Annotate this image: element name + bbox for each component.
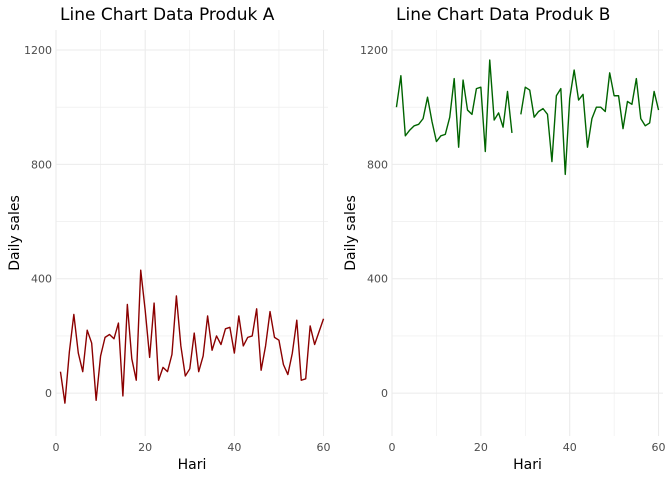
chart-a-y-tick-label: 0 bbox=[45, 387, 52, 400]
chart-b-group: 0 20 40 60 0 400 800 1200 Line Chart Data Produk… bbox=[343, 5, 666, 473]
chart-a-title: Line Chart Data Produk A bbox=[60, 5, 275, 25]
chart-a-group: 0 20 40 60 0 400 800 1200 Line Chart Data Produk… bbox=[7, 5, 331, 473]
chart-b-x-tick-label: 40 bbox=[563, 441, 577, 454]
chart-b-x-tick-label: 0 bbox=[389, 441, 396, 454]
chart-a-x-tick-label: 0 bbox=[53, 441, 60, 454]
chart-b-y-tick-label: 1200 bbox=[360, 44, 388, 57]
chart-b-x-tick-label: 60 bbox=[652, 441, 666, 454]
chart-a-series-line bbox=[59, 269, 325, 404]
chart-a-y-axis-title: Daily sales bbox=[7, 195, 23, 271]
chart-a-x-tick-label: 40 bbox=[227, 441, 241, 454]
chart-b-title: Line Chart Data Produk B bbox=[396, 5, 610, 25]
chart-a-y-tick-label: 1200 bbox=[24, 44, 52, 57]
chart-b-y-tick-label: 800 bbox=[367, 158, 388, 171]
chart-a-y-tick-label: 800 bbox=[31, 158, 52, 171]
chart-b-series-line bbox=[395, 59, 660, 176]
chart-b-x-axis-title: Hari bbox=[513, 457, 542, 473]
chart-a-x-tick-label: 60 bbox=[317, 441, 331, 454]
chart-a-x-axis-title: Hari bbox=[178, 457, 207, 473]
chart-b-y-axis-title: Daily sales bbox=[343, 195, 359, 271]
chart-b-y-tick-label: 400 bbox=[367, 273, 388, 286]
chart-a-y-tick-label: 400 bbox=[31, 273, 52, 286]
chart-b-y-tick-label: 0 bbox=[381, 387, 388, 400]
chart-b-x-tick-label: 20 bbox=[474, 441, 488, 454]
chart-a-x-tick-label: 20 bbox=[138, 441, 152, 454]
